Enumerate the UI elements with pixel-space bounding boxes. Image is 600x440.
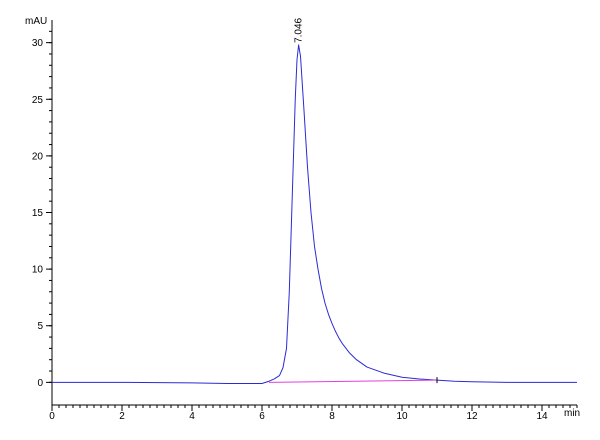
peak-annotation: 7.046 xyxy=(294,17,305,42)
y-tick-label: 10 xyxy=(32,265,44,276)
y-tick-label: 15 xyxy=(32,208,44,219)
x-tick-label: 12 xyxy=(466,411,478,422)
x-tick-label: 4 xyxy=(189,411,195,422)
y-tick-label: 5 xyxy=(37,321,43,332)
signal-trace-line xyxy=(52,44,577,384)
x-tick-label: 2 xyxy=(119,411,125,422)
x-tick-label: 0 xyxy=(49,411,55,422)
x-tick-label: 6 xyxy=(259,411,265,422)
peak-retention-time-label: 7.046 xyxy=(294,17,305,42)
y-tick-label: 30 xyxy=(32,38,44,49)
series-layer xyxy=(52,44,577,384)
axis-ticks: 0 2 4 6 8 10 12 14 0 5 10 15 20 25 30 xyxy=(32,30,578,422)
x-tick-label: 14 xyxy=(536,411,548,422)
y-tick-label: 20 xyxy=(32,151,44,162)
y-axis-unit-label: mAU xyxy=(25,16,47,27)
y-tick-label: 25 xyxy=(32,95,44,106)
x-tick-label: 10 xyxy=(396,411,408,422)
x-axis-unit-label: min xyxy=(564,408,580,419)
x-tick-label: 8 xyxy=(329,411,335,422)
baseline-line xyxy=(268,379,438,383)
y-tick-label: 0 xyxy=(37,378,43,389)
